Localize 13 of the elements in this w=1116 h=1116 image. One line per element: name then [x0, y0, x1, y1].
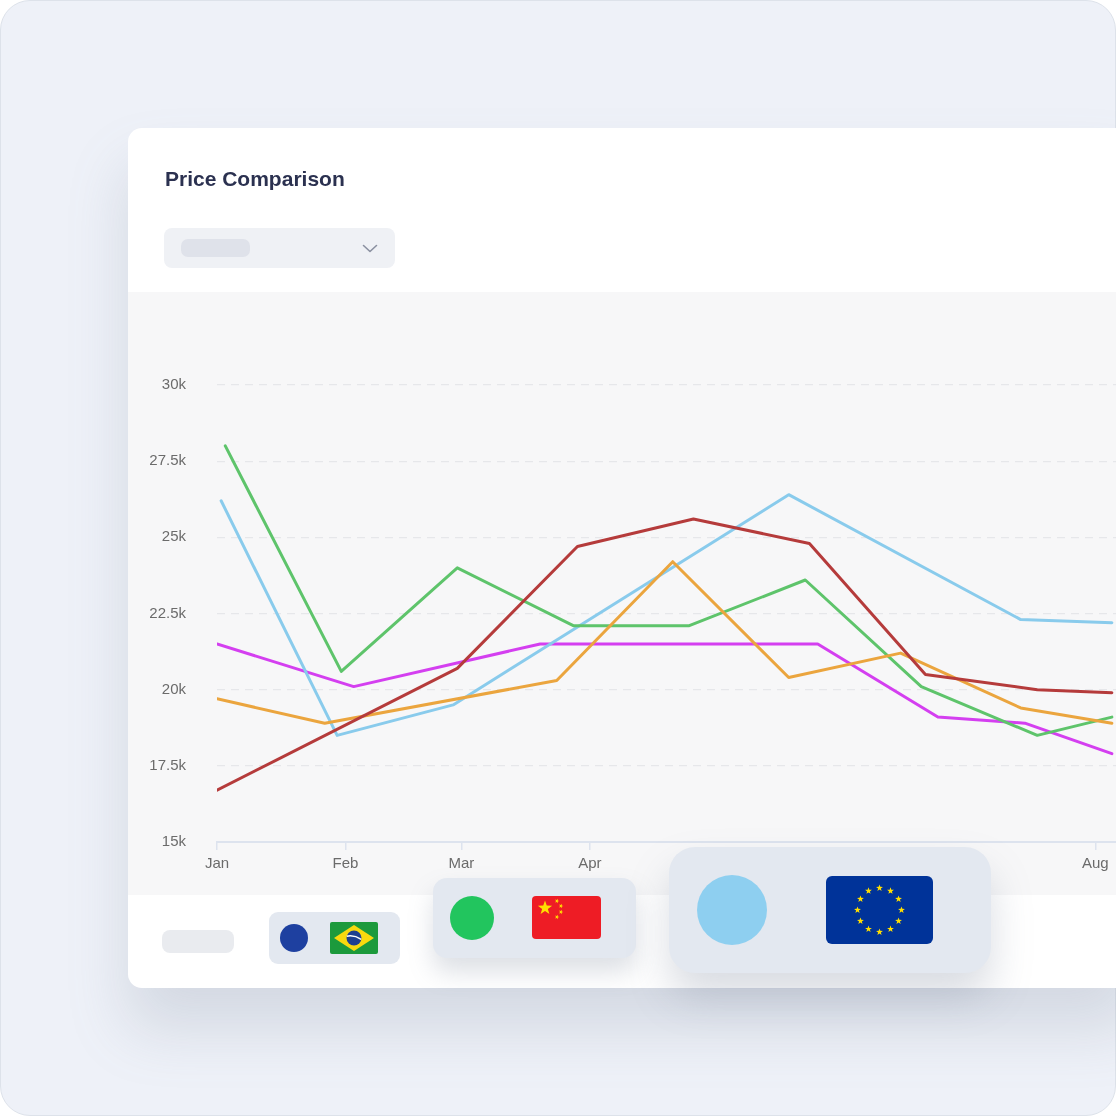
x-tick-label: Jan — [204, 854, 230, 872]
y-tick-label: 15k — [161, 832, 187, 850]
x-tick-label: Aug — [1081, 854, 1109, 872]
y-tick-label: 25k — [161, 527, 187, 545]
y-tick-label: 22.5k — [149, 603, 187, 621]
y-tick-label: 27.5k — [149, 451, 187, 469]
x-tick-label: Feb — [332, 854, 359, 872]
y-tick-label: 20k — [161, 679, 187, 697]
y-tick-label: 30k — [161, 375, 187, 393]
x-tick-label: Mar — [448, 854, 475, 872]
x-tick-label: Apr — [578, 854, 602, 872]
chart-title: Price Comparison — [165, 167, 345, 191]
y-tick-label: 17.5k — [149, 755, 187, 773]
